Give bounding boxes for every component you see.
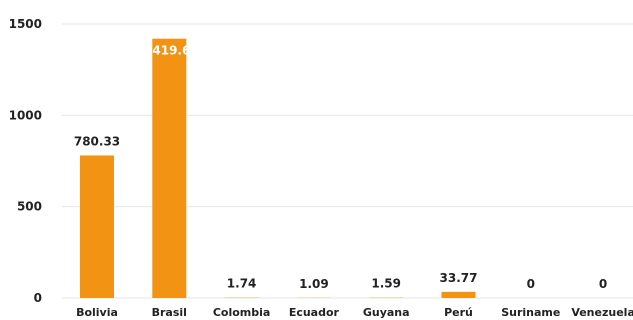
bars [80,38,476,299]
x-tick-label: Colombia [213,306,271,319]
bar [441,291,476,298]
y-tick-label: 500 [17,200,42,214]
data-label: 780.33 [74,134,120,148]
y-tick-label: 1000 [9,108,42,122]
bar [152,38,187,299]
x-tick-label: Bolivia [76,306,118,319]
x-tick-label: Perú [444,306,473,319]
y-tick-label: 1500 [9,17,42,31]
bar [80,155,114,298]
x-axis-categories: Bolivia Brasil Colombia Ecuador Guyana Perú Su… [76,306,633,319]
data-label: 33.77 [440,271,478,285]
x-tick-label: Venezuela [571,306,633,319]
x-tick-label: Brasil [152,306,187,319]
x-tick-label: Guyana [363,306,410,319]
data-labels: 780.33 1 419.64 1.74 1.09 1.59 33.77 0 0 [74,44,607,291]
data-label: 1.59 [371,277,401,291]
y-tick-label: 0 [34,291,42,305]
data-label: 0 [527,277,535,291]
x-tick-label: Suriname [501,306,560,319]
data-label: 1.09 [299,277,329,291]
data-label: 1.74 [227,277,257,291]
y-axis-ticks: 0 500 1000 1500 [9,17,42,305]
data-label: 1 419.64 [140,44,199,58]
gridlines [62,23,633,299]
x-tick-label: Ecuador [289,306,340,319]
data-label: 0 [599,277,607,291]
